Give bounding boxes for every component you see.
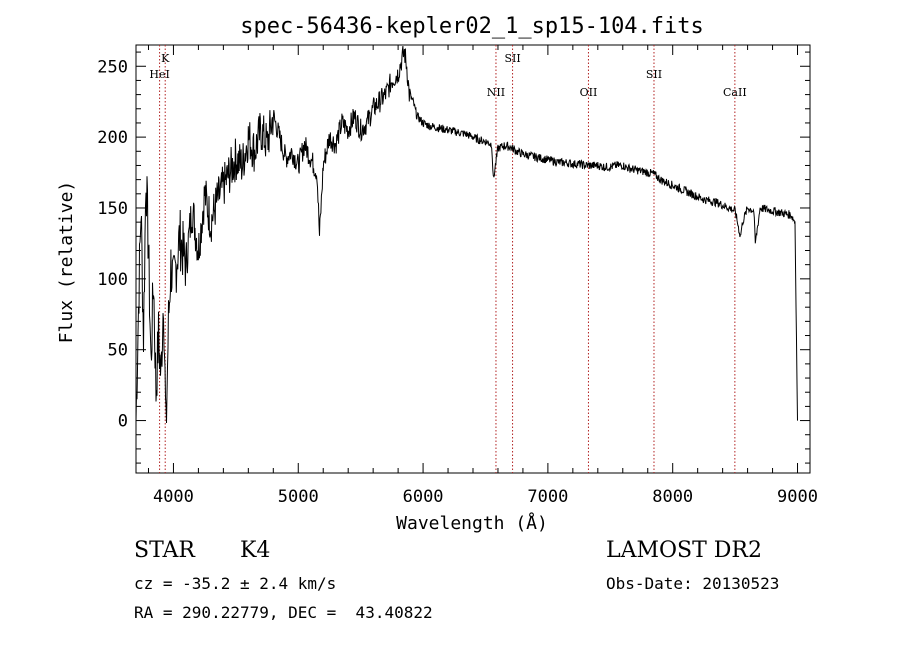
x-tick-label: 9000	[777, 487, 818, 507]
y-tick-label: 0	[118, 412, 128, 432]
chart-title: spec-56436-kepler02_1_sp15-104.fits	[240, 14, 704, 39]
line-marker-label: NII	[487, 86, 505, 99]
x-tick-label: 5000	[278, 487, 319, 507]
y-tick-label: 50	[108, 341, 128, 361]
x-axis-ticks: 4000 5000 6000 7000 8000 9000	[147, 45, 818, 507]
line-marker-label: K	[161, 52, 170, 65]
y-tick-label: 250	[97, 57, 128, 77]
x-tick-label: 7000	[527, 487, 568, 507]
x-tick-label: 6000	[403, 487, 444, 507]
line-marker-label: CaII	[723, 86, 747, 99]
x-tick-label: 4000	[153, 487, 194, 507]
sky-coordinates: RA = 290.22779, DEC = 43.40822	[134, 603, 433, 622]
y-tick-label: 100	[97, 270, 128, 290]
y-axis-label: Flux (relative)	[56, 181, 77, 344]
emission-line-markers: K HeI NII SII OII SII CaII	[149, 45, 747, 473]
survey-name: LAMOST DR2	[606, 538, 762, 563]
y-tick-label: 150	[97, 199, 128, 219]
x-axis-label: Wavelength (Å)	[396, 512, 548, 534]
redshift-cz: cz = -35.2 ± 2.4 km/s	[134, 574, 337, 593]
spectrum-line	[135, 45, 798, 424]
plot-frame	[135, 44, 811, 474]
y-axis-ticks: 0 50 100 150 200 250	[97, 51, 810, 464]
line-marker-label: HeI	[149, 68, 169, 81]
observation-date: Obs-Date: 20130523	[606, 574, 780, 593]
y-tick-label: 200	[97, 128, 128, 148]
spectral-subclass: K4	[240, 538, 271, 563]
line-marker-label: OII	[580, 86, 598, 99]
star-class: STAR	[134, 538, 195, 563]
x-tick-label: 8000	[652, 487, 693, 507]
line-marker-label: SII	[646, 68, 662, 81]
line-marker-label: SII	[504, 52, 520, 65]
